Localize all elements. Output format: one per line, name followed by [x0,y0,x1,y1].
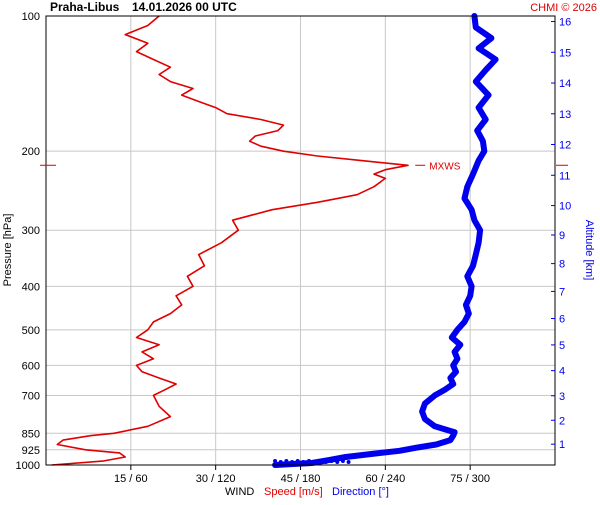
altitude-tick-label: 8 [559,259,565,271]
direction-surface-point [306,459,311,463]
pressure-tick-label: 925 [22,445,40,457]
direction-surface-point [346,460,351,464]
altitude-tick-label: 2 [559,415,565,427]
altitude-tick-label: 1 [559,439,565,451]
pressure-tick-label: 700 [22,390,40,402]
x-tick-label: 45 / 180 [281,473,321,485]
pressure-tick-label: 200 [22,146,40,158]
y-axis-right-label: Altitude [km] [583,220,595,281]
x-tick-label: 60 / 240 [365,473,405,485]
x-axis-label-direction: Direction [°] [332,486,389,498]
altitude-tick-label: 12 [559,140,571,152]
pressure-tick-label: 600 [22,360,40,372]
direction-surface-point [340,459,345,463]
direction-surface-point [295,459,300,463]
sounding-datetime: 14.01.2026 00 UTC [132,0,237,14]
altitude-tick-label: 15 [559,47,571,59]
altitude-tick-label: 14 [559,78,571,90]
direction-surface-point [290,460,295,464]
direction-series-line [272,13,499,468]
altitude-tick-label: 6 [559,314,565,326]
x-tick-label: 15 / 60 [114,473,148,485]
pressure-tick-label: 400 [22,281,40,293]
altitude-tick-label: 10 [559,201,571,213]
altitude-tick-label: 7 [559,286,565,298]
y-axis-left-label: Pressure [hPa] [2,214,14,287]
speed-series-line [51,15,409,466]
x-axis-label-speed: Speed [m/s] [264,486,323,498]
direction-surface-point [273,459,278,463]
direction-surface-point [323,460,328,464]
grid [46,16,555,465]
pressure-tick-label: 850 [22,428,40,440]
series-layer [51,13,499,468]
direction-surface-point [335,460,340,464]
x-tick-label: 30 / 120 [196,473,236,485]
altitude-tick-label: 11 [559,170,570,182]
x-tick-label: 75 / 300 [450,473,490,485]
mxws-label: MXWS [429,161,460,172]
direction-surface-point [301,460,306,464]
altitude-tick-label: 13 [559,109,571,121]
pressure-tick-label: 1000 [16,460,40,472]
pressure-tick-label: 100 [22,11,40,23]
altitude-tick-label: 16 [559,17,571,29]
altitude-tick-label: 5 [559,340,565,352]
direction-surface-point [284,459,289,463]
altitude-tick-label: 3 [559,391,565,403]
direction-surface-point [318,459,323,463]
credit-text: CHMI © 2026 [530,2,597,14]
pressure-tick-label: 500 [22,325,40,337]
x-axis-label-wind: WIND [225,486,254,498]
pressure-tick-label: 300 [22,225,40,237]
altitude-tick-label: 9 [559,230,565,242]
direction-surface-point [312,460,317,464]
direction-surface-point [329,459,334,463]
altitude-tick-label: 4 [559,366,565,378]
station-name: Praha-Libus [50,0,120,14]
direction-surface-point [278,460,283,464]
